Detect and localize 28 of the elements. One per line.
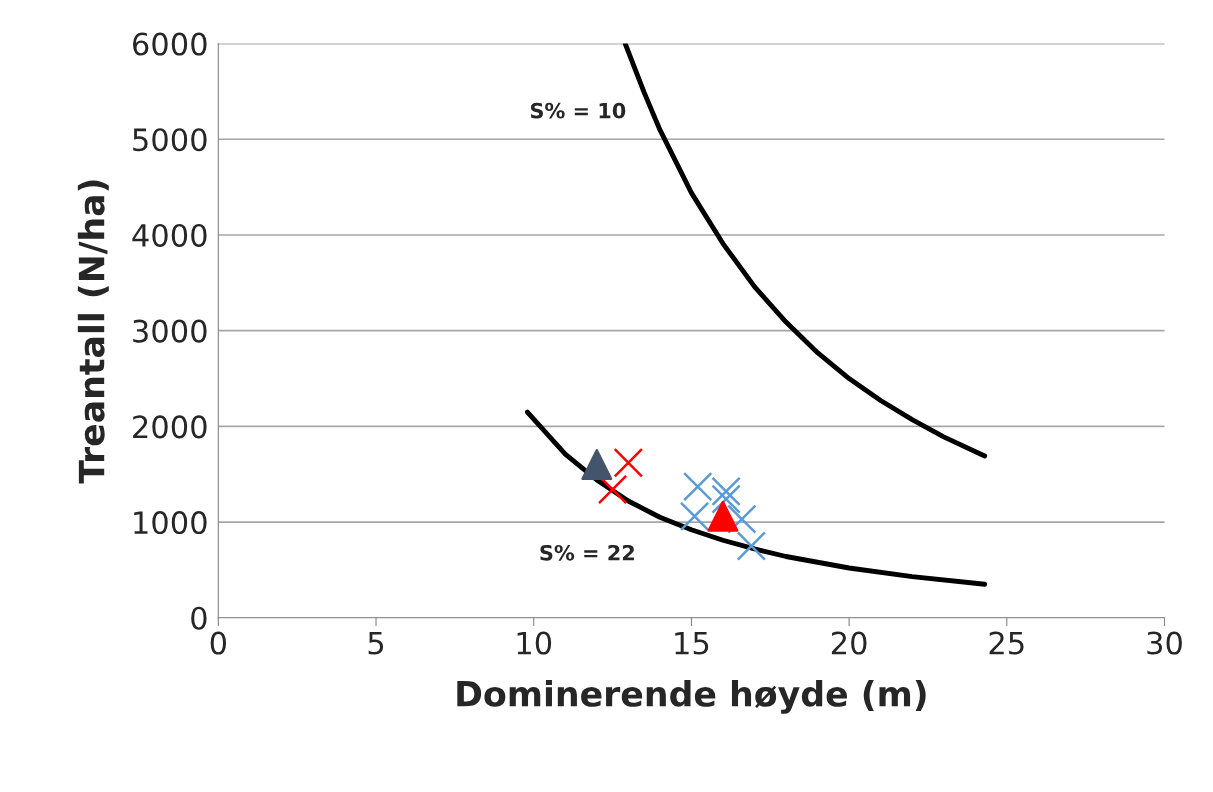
point — [711, 476, 741, 507]
y-tick-label: 3000 — [133, 319, 207, 343]
point — [613, 447, 644, 478]
x-tick-label: 25 — [989, 631, 1024, 655]
point — [711, 484, 741, 514]
y-axis-title: Treantall (N/ha) — [77, 180, 109, 484]
x-tick-label: 5 — [368, 631, 384, 655]
x-tick-label: 10 — [517, 631, 552, 655]
point — [597, 474, 628, 505]
annotation: S% = 10 — [530, 102, 626, 119]
x-axis-title: Dominerende høyde (m) — [457, 679, 926, 714]
point — [682, 471, 713, 502]
x-tick-label: 15 — [675, 631, 709, 655]
line-series — [524, 409, 988, 587]
y-tick-label: 4000 — [132, 223, 207, 247]
point — [707, 500, 739, 532]
y-tick-label: 6000 — [132, 32, 207, 56]
point — [679, 501, 710, 532]
y-tick-label: 2000 — [133, 415, 207, 439]
point — [581, 449, 613, 481]
x-tick-label: 30 — [1147, 631, 1182, 655]
y-tick-label: 5000 — [133, 128, 207, 152]
y-tick-label: 0 — [191, 606, 207, 630]
x-tick-label: 20 — [831, 631, 867, 655]
y-tick-label: 1000 — [134, 510, 207, 535]
x-tick-label: 0 — [210, 631, 227, 655]
point — [736, 531, 767, 561]
annotation: S% = 22 — [540, 544, 634, 561]
